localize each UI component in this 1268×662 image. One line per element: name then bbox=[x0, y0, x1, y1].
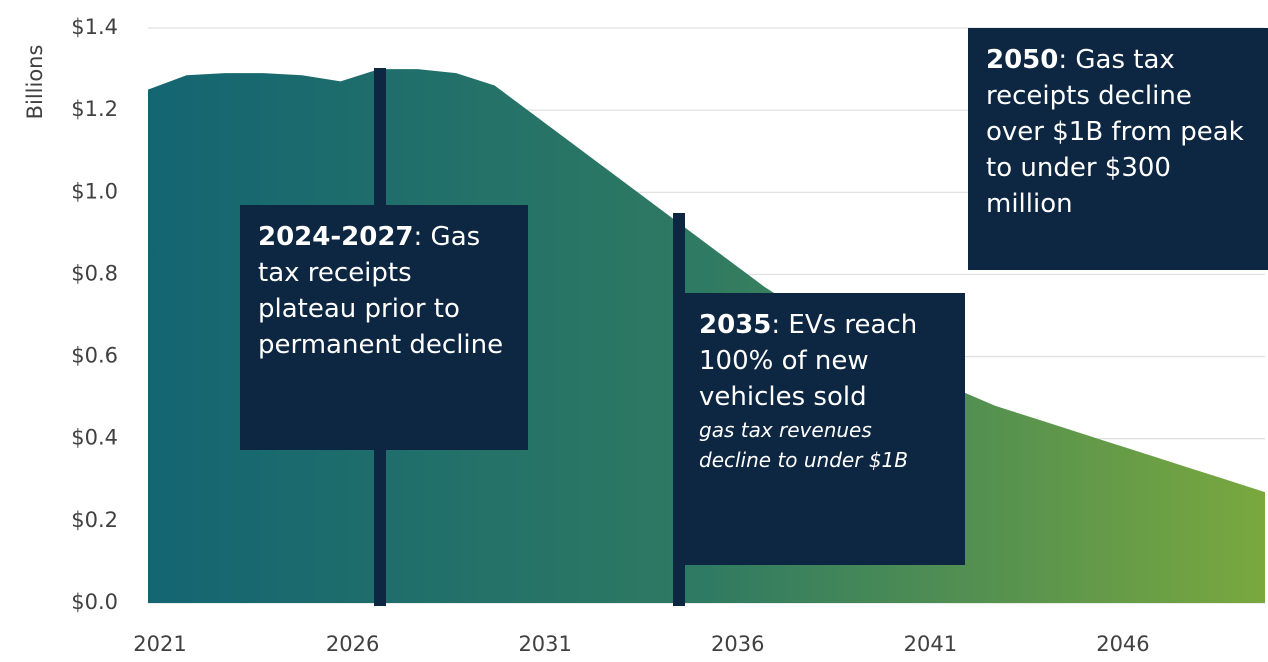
annotation: 2024-2027: Gas tax receipts plateau prio… bbox=[240, 205, 528, 450]
annotation: 2035: EVs reach 100% of new vehicles sol… bbox=[681, 293, 965, 565]
x-tick-label: 2026 bbox=[326, 632, 379, 656]
y-tick-label: $1.0 bbox=[71, 179, 118, 203]
annotation-label: 2050 bbox=[986, 45, 1059, 75]
x-tick-label: 2021 bbox=[133, 632, 186, 656]
y-tick-label: $0.4 bbox=[71, 426, 118, 450]
annotation-label: 2024-2027 bbox=[258, 222, 414, 252]
y-tick-label: $0.6 bbox=[71, 344, 118, 368]
y-tick-label: $0.0 bbox=[71, 590, 118, 614]
annotation: 2050: Gas tax receipts decline over $1B … bbox=[968, 28, 1268, 270]
x-tick-label: 2036 bbox=[711, 632, 764, 656]
annotation-note: gas tax revenues decline to under $1B bbox=[699, 418, 908, 472]
y-tick-label: $1.2 bbox=[71, 97, 118, 121]
annotation-text: : Gas tax receipts plateau prior to perm… bbox=[258, 222, 504, 360]
annotation-text: : EVs reach 100% of new vehicles sold bbox=[699, 310, 918, 412]
annotation-text: : Gas tax receipts decline over $1B from… bbox=[986, 45, 1244, 219]
y-axis-label: Billions bbox=[23, 45, 47, 120]
annotation-label: 2035 bbox=[699, 310, 772, 340]
y-tick-label: $0.2 bbox=[71, 508, 118, 532]
x-tick-label: 2041 bbox=[904, 632, 957, 656]
y-tick-label: $0.8 bbox=[71, 261, 118, 285]
x-tick-label: 2046 bbox=[1096, 632, 1149, 656]
y-tick-label: $1.4 bbox=[71, 15, 118, 39]
x-tick-label: 2031 bbox=[518, 632, 571, 656]
